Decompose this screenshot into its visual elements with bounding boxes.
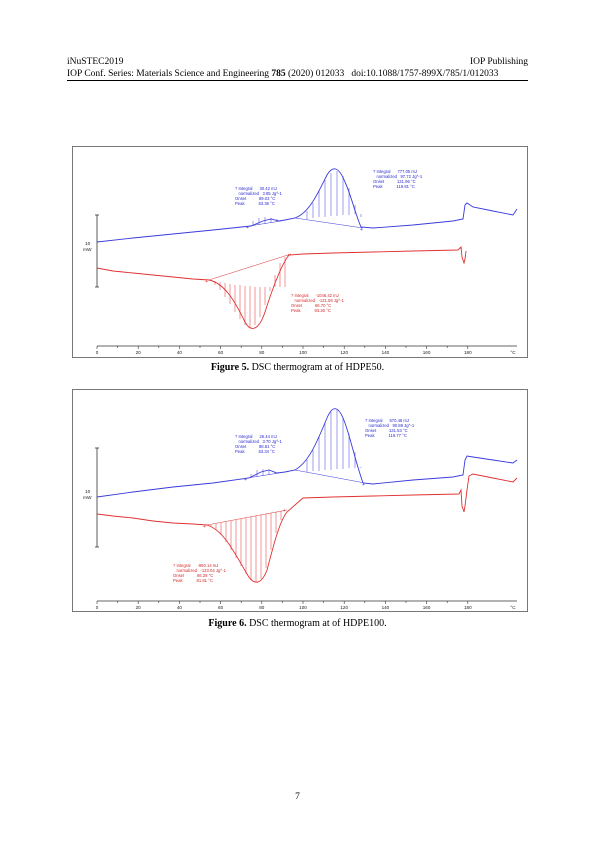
svg-text:normalized 97.72 Jg^-1: normalized 97.72 Jg^-1 — [373, 174, 423, 179]
svg-text:180: 180 — [464, 605, 472, 610]
svg-text:normalized 90.88 Jg^-1: normalized 90.88 Jg^-1 — [365, 423, 415, 428]
annotation-heating-melt: ? Integral 777.05 mJ normalized 97.72 Jg… — [373, 169, 423, 189]
header-publisher: IOP Publishing — [470, 57, 528, 67]
svg-text:120: 120 — [340, 605, 348, 610]
cooling-curve — [96, 473, 518, 583]
svg-text:+: + — [244, 477, 247, 483]
x-tick-labels: 0 20 40 60 80 100 120 140 160 180 °C — [96, 350, 517, 355]
svg-text:20: 20 — [136, 605, 142, 610]
svg-text:Peak 119.81 °C: Peak 119.81 °C — [373, 184, 415, 189]
svg-text:Onset 131.53 °C: Onset 131.53 °C — [365, 428, 408, 433]
svg-text:60: 60 — [218, 605, 224, 610]
svg-text:Peak 83.36 °C: Peak 83.36 °C — [235, 201, 275, 206]
series-volume: 785 — [271, 69, 286, 79]
svg-text:Onset 66.70 °C: Onset 66.70 °C — [291, 303, 331, 308]
svg-text:normalized 3.70 Jg^-1: normalized 3.70 Jg^-1 — [235, 439, 283, 444]
cooling-curve — [96, 246, 467, 329]
svg-text:Peak 119.77 °C: Peak 119.77 °C — [365, 433, 407, 438]
svg-text:? Integral 30.42 mJ: ? Integral 30.42 mJ — [235, 186, 277, 191]
heating-endotherm-hatch — [250, 410, 362, 478]
svg-text:40: 40 — [177, 605, 183, 610]
svg-text:180: 180 — [464, 350, 472, 355]
svg-text:0: 0 — [96, 605, 99, 610]
x-tick-labels: 0 20 40 60 80 100 120 140 160 180 °C — [96, 605, 517, 610]
svg-text:Peak 83.34 °C: Peak 83.34 °C — [235, 449, 275, 454]
svg-text:40: 40 — [177, 350, 183, 355]
scale-value: 10 — [85, 489, 91, 495]
header-series: IOP Conf. Series: Materials Science and … — [67, 69, 498, 79]
svg-text:? Integral 670.46 mJ: ? Integral 670.46 mJ — [365, 418, 409, 423]
svg-text:+: + — [205, 279, 208, 285]
annotation-heating-small: ? Integral 30.42 mJ normalized 3.85 Jg^-… — [235, 186, 283, 206]
svg-text:Onset 88.81 °C: Onset 88.81 °C — [235, 444, 275, 449]
svg-text:120: 120 — [340, 350, 348, 355]
svg-text:0: 0 — [96, 350, 99, 355]
svg-text:100: 100 — [299, 605, 307, 610]
header-rule — [67, 80, 528, 81]
figure-6-label: Figure 6. — [208, 618, 247, 629]
svg-text:Peak 83.26 °C: Peak 83.26 °C — [291, 308, 331, 313]
svg-text:Onset 66.28 °C: Onset 66.28 °C — [173, 573, 213, 578]
svg-text:°C: °C — [510, 605, 516, 610]
svg-text:normalized -133.04 Jg^-1: normalized -133.04 Jg^-1 — [173, 568, 227, 573]
figure-5-caption: Figure 5. DSC thermogram at of HDPE50. — [0, 362, 595, 373]
figure-5-dsc-thermogram: 10 mW + + + — [72, 146, 528, 358]
figure-6-dsc-thermogram: 10 mW + + + — [72, 389, 528, 612]
x-ticks — [96, 346, 469, 349]
scale-value: 10 — [85, 241, 91, 247]
heating-curve — [96, 408, 518, 498]
annotation-heating-melt: ? Integral 670.46 mJ normalized 90.88 Jg… — [365, 418, 415, 438]
heating-curve — [96, 168, 518, 243]
svg-text:? Integral -1046.42 mJ: ? Integral -1046.42 mJ — [291, 293, 339, 298]
svg-text:100: 100 — [299, 350, 307, 355]
page-number: 7 — [295, 792, 300, 802]
cooling-exotherm-hatch — [214, 257, 286, 328]
x-ticks — [96, 601, 469, 604]
svg-text:160: 160 — [423, 350, 431, 355]
svg-text:Peak 81.81 °C: Peak 81.81 °C — [173, 578, 213, 583]
svg-text:normalized 3.85 Jg^-1: normalized 3.85 Jg^-1 — [235, 191, 283, 196]
header-conference: iNuSTEC2019 — [67, 57, 124, 67]
svg-text:160: 160 — [423, 605, 431, 610]
svg-text:140: 140 — [382, 605, 390, 610]
svg-text:80: 80 — [259, 605, 265, 610]
scale-unit: mW — [83, 247, 92, 253]
series-suffix: (2020) 012033 — [285, 69, 345, 79]
svg-text:+: + — [287, 253, 290, 259]
figure-5-caption-text: DSC thermogram at of HDPE50. — [249, 362, 385, 373]
svg-text:60: 60 — [218, 350, 224, 355]
svg-text:+: + — [362, 482, 365, 488]
svg-text:normalized -131.59 Jg^-1: normalized -131.59 Jg^-1 — [291, 298, 345, 303]
svg-text:80: 80 — [259, 350, 265, 355]
svg-text:Onset 131.96 °C: Onset 131.96 °C — [373, 179, 416, 184]
annotation-cooling-crystallization: ? Integral -1046.42 mJ normalized -131.5… — [291, 293, 345, 313]
heating-endotherm-hatch — [252, 171, 362, 226]
svg-text:+: + — [203, 524, 206, 530]
svg-text:20: 20 — [136, 350, 142, 355]
header-doi: doi:10.1088/1757-899X/785/1/012033 — [351, 69, 499, 79]
svg-text:? Integral 777.05 mJ: ? Integral 777.05 mJ — [373, 169, 417, 174]
series-prefix: IOP Conf. Series: Materials Science and … — [67, 69, 272, 79]
scale-unit: mW — [83, 495, 92, 501]
figure-6-caption: Figure 6. DSC thermogram at of HDPE100. — [0, 618, 595, 629]
svg-text:? Integral -950.14 mJ: ? Integral -950.14 mJ — [173, 563, 218, 568]
svg-text:Onset 89.03 °C: Onset 89.03 °C — [235, 196, 275, 201]
svg-text:+: + — [246, 225, 249, 231]
annotation-heating-small: ? Integral 26.44 mJ normalized 3.70 Jg^-… — [235, 434, 283, 454]
svg-text:140: 140 — [382, 350, 390, 355]
svg-text:+: + — [360, 227, 363, 233]
svg-text:? Integral 26.44 mJ: ? Integral 26.44 mJ — [235, 434, 277, 439]
cooling-exotherm-hatch — [210, 511, 282, 582]
annotation-cooling-crystallization: ? Integral -950.14 mJ normalized -133.04… — [173, 563, 227, 583]
svg-text:°C: °C — [510, 350, 516, 355]
figure-5-label: Figure 5. — [210, 362, 250, 373]
svg-text:+: + — [283, 508, 286, 514]
figure-6-caption-text: DSC thermogram at of HDPE100. — [246, 618, 387, 629]
